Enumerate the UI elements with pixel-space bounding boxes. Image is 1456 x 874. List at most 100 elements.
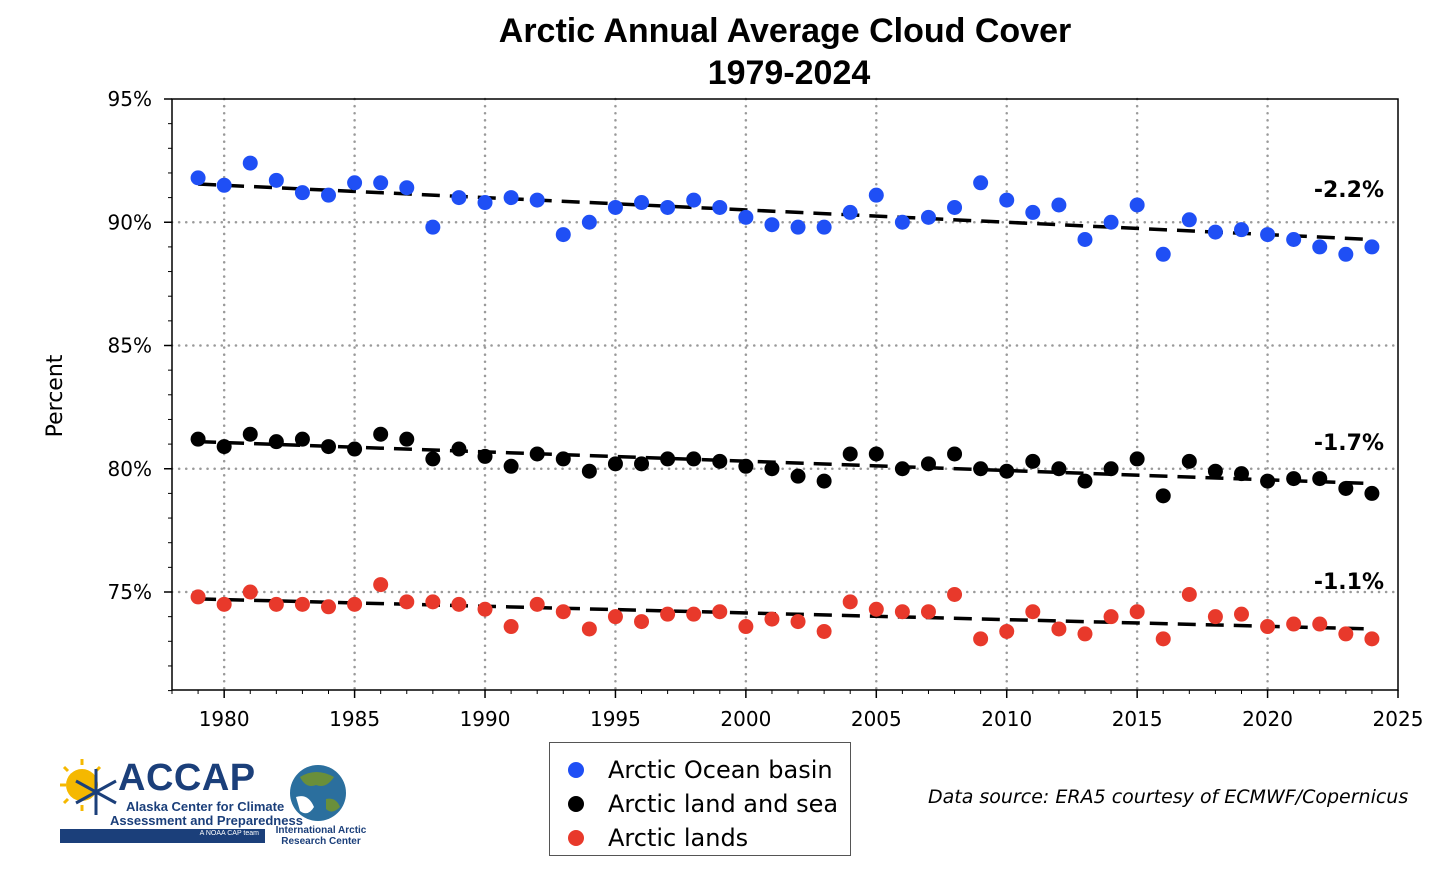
data-point-series-2-2014 bbox=[1103, 609, 1119, 625]
data-point-series-1-1993 bbox=[555, 451, 571, 467]
trend-label-series-0: -2.2% bbox=[1314, 178, 1384, 203]
data-point-series-2-1985 bbox=[347, 596, 363, 612]
data-point-series-0-1995 bbox=[607, 199, 623, 215]
data-point-series-0-2009 bbox=[973, 175, 989, 191]
data-point-series-0-1989 bbox=[451, 190, 467, 206]
data-point-series-2-1986 bbox=[373, 577, 389, 593]
x-tick-label-2005: 2005 bbox=[851, 707, 902, 731]
trend-label-series-2: -1.1% bbox=[1314, 570, 1384, 595]
y-tick-label-75: 75% bbox=[108, 580, 152, 604]
trend-label-series-1: -1.7% bbox=[1314, 431, 1384, 456]
data-point-series-1-1985 bbox=[347, 441, 363, 457]
x-tick-label-2015: 2015 bbox=[1112, 707, 1163, 731]
data-point-series-2-1981 bbox=[242, 584, 258, 600]
data-point-series-1-2005 bbox=[868, 446, 884, 462]
data-point-series-2-1988 bbox=[425, 594, 441, 610]
data-point-series-0-2001 bbox=[764, 217, 780, 233]
accap-wordmark: ACCAP bbox=[118, 757, 256, 799]
accap-tagline: A NOAA CAP team bbox=[199, 830, 259, 837]
data-point-series-0-1994 bbox=[581, 214, 597, 230]
data-point-series-2-2011 bbox=[1025, 604, 1041, 620]
data-point-series-2-1998 bbox=[686, 606, 702, 622]
legend-label-ocean: Arctic Ocean basin bbox=[608, 756, 833, 784]
chart-subtitle: 1979-2024 bbox=[708, 54, 871, 92]
data-point-series-0-1998 bbox=[686, 192, 702, 208]
data-point-series-1-1988 bbox=[425, 451, 441, 467]
data-point-series-2-2012 bbox=[1051, 621, 1067, 637]
data-point-series-1-2003 bbox=[816, 473, 832, 489]
legend-item-ocean: Arctic Ocean basin bbox=[550, 753, 850, 787]
data-point-series-2-2019 bbox=[1233, 606, 1249, 622]
data-point-series-1-1998 bbox=[686, 451, 702, 467]
data-point-series-1-2007 bbox=[920, 456, 936, 472]
data-point-series-1-2010 bbox=[999, 463, 1015, 479]
data-point-series-1-1999 bbox=[712, 453, 728, 469]
data-point-series-0-1980 bbox=[216, 177, 232, 193]
data-point-series-2-1991 bbox=[503, 619, 519, 635]
data-point-series-0-2017 bbox=[1181, 212, 1197, 228]
data-point-series-0-1982 bbox=[268, 172, 284, 188]
data-point-series-0-2002 bbox=[790, 219, 806, 235]
data-point-series-1-2008 bbox=[947, 446, 963, 462]
data-point-series-0-1987 bbox=[399, 180, 415, 196]
data-point-series-0-2023 bbox=[1338, 246, 1354, 262]
legend-marker-land-sea bbox=[568, 796, 584, 812]
data-point-series-0-2006 bbox=[894, 214, 910, 230]
data-point-series-2-1983 bbox=[294, 596, 310, 612]
data-point-series-1-1996 bbox=[634, 456, 650, 472]
data-point-series-1-2009 bbox=[973, 461, 989, 477]
data-point-series-0-2011 bbox=[1025, 204, 1041, 220]
data-point-series-0-1979 bbox=[190, 170, 206, 186]
x-tick-label-1995: 1995 bbox=[590, 707, 641, 731]
legend: Arctic Ocean basin Arctic land and sea A… bbox=[549, 742, 851, 856]
data-point-series-2-2000 bbox=[738, 619, 754, 635]
data-point-series-0-1988 bbox=[425, 219, 441, 235]
data-point-series-2-1980 bbox=[216, 596, 232, 612]
data-point-series-2-2003 bbox=[816, 623, 832, 639]
data-point-series-0-2004 bbox=[842, 204, 858, 220]
data-point-series-2-2013 bbox=[1077, 626, 1093, 642]
data-point-series-0-2010 bbox=[999, 192, 1015, 208]
legend-label-land-sea: Arctic land and sea bbox=[608, 790, 839, 818]
data-point-series-2-2002 bbox=[790, 614, 806, 630]
data-point-series-1-2020 bbox=[1260, 473, 1276, 489]
data-point-series-0-1996 bbox=[634, 195, 650, 211]
data-point-series-2-1982 bbox=[268, 596, 284, 612]
trend-line-series-0 bbox=[198, 182, 1372, 242]
x-tick-label-2025: 2025 bbox=[1373, 707, 1424, 731]
x-tick-label-1990: 1990 bbox=[460, 707, 511, 731]
legend-item-lands: Arctic lands bbox=[550, 821, 850, 855]
data-point-series-2-2020 bbox=[1260, 619, 1276, 635]
x-tick-label-2010: 2010 bbox=[981, 707, 1032, 731]
data-point-series-1-1983 bbox=[294, 431, 310, 447]
data-point-series-1-1980 bbox=[216, 439, 232, 455]
data-point-series-0-1997 bbox=[660, 199, 676, 215]
data-point-series-2-1995 bbox=[607, 609, 623, 625]
data-point-series-0-2022 bbox=[1312, 239, 1328, 255]
data-point-series-0-2005 bbox=[868, 187, 884, 203]
sun-snowflake-icon bbox=[60, 759, 117, 815]
data-point-series-1-2001 bbox=[764, 461, 780, 477]
accap-name-line2: Assessment and Preparedness bbox=[110, 813, 303, 828]
data-point-series-0-2019 bbox=[1233, 222, 1249, 238]
legend-marker-lands bbox=[568, 830, 584, 846]
data-point-series-1-1981 bbox=[242, 426, 258, 442]
data-point-series-2-2009 bbox=[973, 631, 989, 647]
data-point-series-2-1990 bbox=[477, 601, 493, 617]
y-axis: 75% 80% 85% 90% 95% bbox=[108, 87, 172, 692]
data-point-series-1-2019 bbox=[1233, 466, 1249, 482]
trend-lines bbox=[198, 182, 1372, 631]
data-point-series-2-2022 bbox=[1312, 616, 1328, 632]
y-axis-label: Percent bbox=[43, 354, 68, 437]
data-point-series-2-2006 bbox=[894, 604, 910, 620]
data-point-series-1-2017 bbox=[1181, 453, 1197, 469]
data-point-series-1-1979 bbox=[190, 431, 206, 447]
data-point-series-1-2018 bbox=[1207, 463, 1223, 479]
data-point-series-2-2024 bbox=[1364, 631, 1380, 647]
chart-title: Arctic Annual Average Cloud Cover bbox=[499, 12, 1071, 50]
data-point-series-1-1997 bbox=[660, 451, 676, 467]
data-point-series-1-2022 bbox=[1312, 471, 1328, 487]
y-tick-label-85: 85% bbox=[108, 334, 152, 358]
data-point-series-1-2023 bbox=[1338, 480, 1354, 496]
